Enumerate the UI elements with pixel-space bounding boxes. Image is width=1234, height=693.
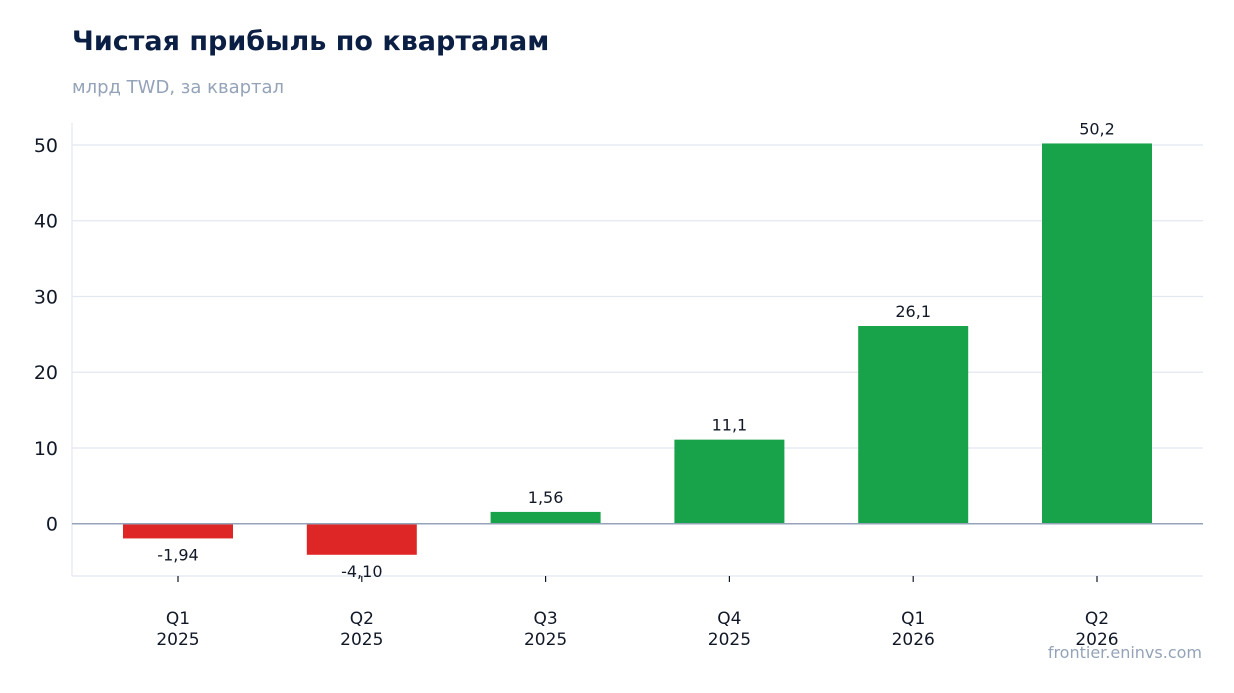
x-tick-label-quarter: Q2 [350,609,374,629]
bar [858,326,969,524]
value-labels: -1,94 -4,10 1,56 11,1 26,1 50,2 [157,119,1115,580]
x-tick-label-quarter: Q1 [901,609,925,629]
chart-subtitle: млрд TWD, за квартал [72,77,285,98]
bar-value-label: -4,10 [341,562,382,581]
chart-title: Чистая прибыль по кварталам [72,26,550,57]
x-tick-label-quarter: Q1 [166,609,190,629]
y-tick-label: 40 [34,211,58,233]
bar-value-label: -1,94 [157,545,198,564]
x-tick-label-quarter: Q3 [533,609,557,629]
bar-value-label: 11,1 [712,416,748,435]
bar [674,439,785,524]
source-label: frontier.eninvs.com [1047,643,1202,662]
x-tick-label-year: 2025 [708,630,751,650]
bar [123,523,233,539]
y-tick-label: 50 [34,135,58,157]
y-axis-ticks: 0 10 20 30 40 50 [34,135,58,536]
bar [490,511,601,524]
bar [306,523,417,555]
bar-value-label: 50,2 [1079,119,1115,138]
bar [1042,143,1152,524]
bars [123,143,1152,555]
x-tick-label-year: 2025 [340,630,383,650]
bar-value-label: 1,56 [528,488,564,507]
y-tick-label: 30 [34,286,58,308]
x-tick-label-year: 2026 [892,630,935,650]
grid-lines [72,144,1203,449]
y-tick-label: 0 [46,514,58,536]
x-tick-label-quarter: Q4 [717,609,741,629]
x-tick-label-year: 2026 [1075,630,1118,650]
bar-value-label: 26,1 [895,302,931,321]
axes [71,123,1203,577]
y-tick-label: 20 [34,362,58,384]
y-tick-label: 10 [34,438,58,460]
x-tick-label-year: 2025 [156,630,199,650]
x-tick-label-quarter: Q2 [1085,609,1109,629]
x-tick-label-year: 2025 [524,630,567,650]
